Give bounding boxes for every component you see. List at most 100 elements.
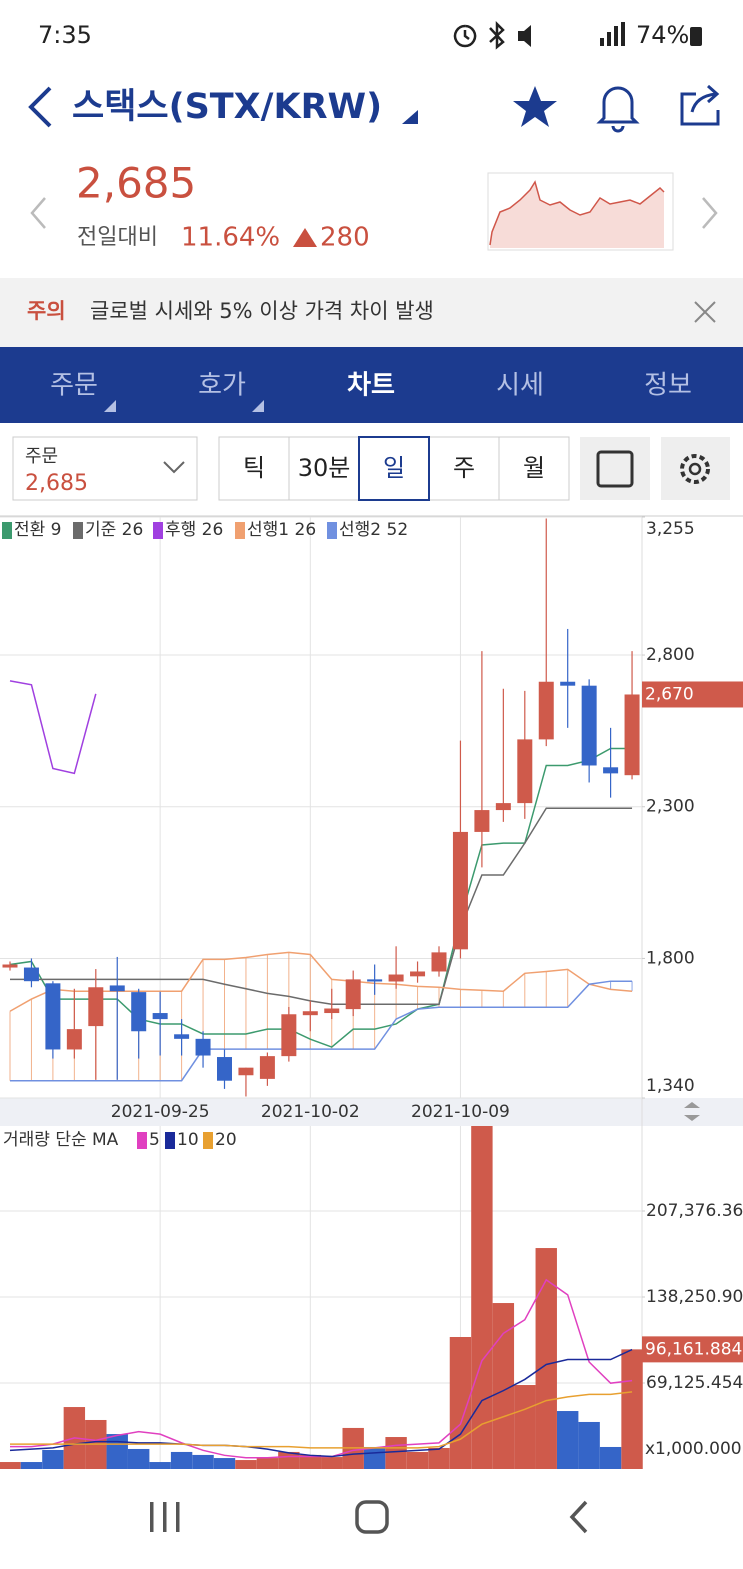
current-value-label: 96,161.884 [645,1339,742,1359]
alert-bell[interactable] [596,86,640,133]
prev-coin[interactable] [30,197,46,229]
volume-bar [621,1349,643,1469]
x-tick-label: 2021-09-25 [111,1102,210,1122]
volume-bar [106,1434,128,1469]
x-tick-label: 2021-10-09 [411,1102,510,1122]
nav-home[interactable] [355,1500,389,1534]
layout-button[interactable] [580,437,650,500]
legend-label: 후행 26 [165,520,223,540]
legend-label: 기준 26 [85,520,143,540]
period-button[interactable]: 주 [453,454,475,482]
candle-body [302,1011,318,1016]
legend-label: 10 [177,1130,199,1150]
candle-body [367,979,383,982]
signal-icon [614,26,618,46]
settings-button[interactable] [661,437,730,500]
up-arrow [293,228,317,247]
period-selected [358,436,430,501]
volume-bar [128,1448,150,1469]
alarm-icon [453,24,477,48]
volume-bar [428,1447,450,1469]
next-coin[interactable] [702,197,718,229]
y-tick-label: 138,250.908 [646,1287,743,1307]
legend-swatch [73,522,83,539]
coin-title: 스택스(STX/KRW) [72,87,382,127]
legend-swatch [235,522,245,539]
current-price: 2,685 [76,159,196,208]
volume-bar [514,1385,536,1469]
period-button[interactable]: 틱 [243,454,265,482]
volume-bar [599,1446,622,1469]
y-tick-label: 2,300 [646,797,695,817]
nav-back[interactable] [569,1500,588,1534]
order-select[interactable] [12,436,198,501]
y-tick-label: 1,340 [646,1076,695,1096]
nav-recent[interactable] [163,1502,167,1532]
tab[interactable]: 정보 [644,371,692,401]
candle-body [23,967,39,982]
candle-body [45,983,61,1050]
candle-body [495,803,511,811]
resize-handle[interactable] [684,1102,700,1108]
tab[interactable]: 시세 [496,371,544,401]
battery-level: 74% [636,21,689,49]
volume-bar [321,1457,343,1469]
indicator-line [9,747,633,1048]
volume-bar [42,1449,64,1469]
candle-body [259,1056,275,1079]
mini-chart-line [489,180,665,246]
bluetooth-icon [489,20,505,50]
x-tick-label: 2021-10-02 [261,1102,360,1122]
tab-bar [0,347,743,423]
resize-handle[interactable] [684,1115,700,1121]
volume-bar [192,1454,214,1469]
notice-bar [0,278,743,347]
candle-body [452,831,468,950]
signal-icon [621,22,625,46]
legend-swatch [327,522,337,539]
candle-body [152,1013,168,1020]
signal-icon [600,38,604,46]
battery-icon [690,27,702,46]
candle-body [109,985,125,992]
change-label: 전일대비 [77,225,158,250]
share-button[interactable] [680,84,720,126]
nav-recent[interactable] [150,1502,154,1532]
period-group [218,436,570,501]
back-button[interactable] [28,86,52,128]
notice-text: 글로벌 시세와 5% 이상 가격 차이 발생 [90,299,434,323]
candle-body [560,681,576,686]
candle-body [238,1067,254,1076]
volume-bar [0,1462,21,1469]
period-button[interactable]: 일 [383,454,405,482]
candle-body [538,681,554,740]
legend-label: 전환 9 [14,520,62,540]
indicator-line [9,680,97,775]
volume-bar [578,1421,600,1469]
volume-bar [213,1458,236,1469]
order-label: 주문 [25,446,58,467]
title-dropdown[interactable] [402,110,418,124]
volume-title: 거래량 단순 MA [3,1130,119,1150]
tab[interactable]: 호가 [198,371,246,401]
legend-swatch [165,1132,175,1149]
period-button[interactable]: 30분 [298,454,351,482]
candle-body [195,1038,211,1056]
legend-swatch [203,1132,213,1149]
volume-bar [235,1460,257,1469]
notice-tag: 주의 [27,299,66,323]
period-button[interactable]: 월 [523,454,545,482]
tab[interactable]: 주문 [50,371,98,401]
indicator-line [9,1348,633,1458]
notice-close[interactable] [694,301,716,323]
volume-bar [256,1458,279,1469]
volume-bar [471,1126,493,1469]
tab[interactable]: 차트 [347,371,395,401]
legend-label: 5 [149,1130,160,1150]
nav-bar [0,1469,743,1569]
favorite-star[interactable] [513,86,557,127]
nav-recent[interactable] [176,1502,180,1532]
candle-body [88,987,104,1027]
